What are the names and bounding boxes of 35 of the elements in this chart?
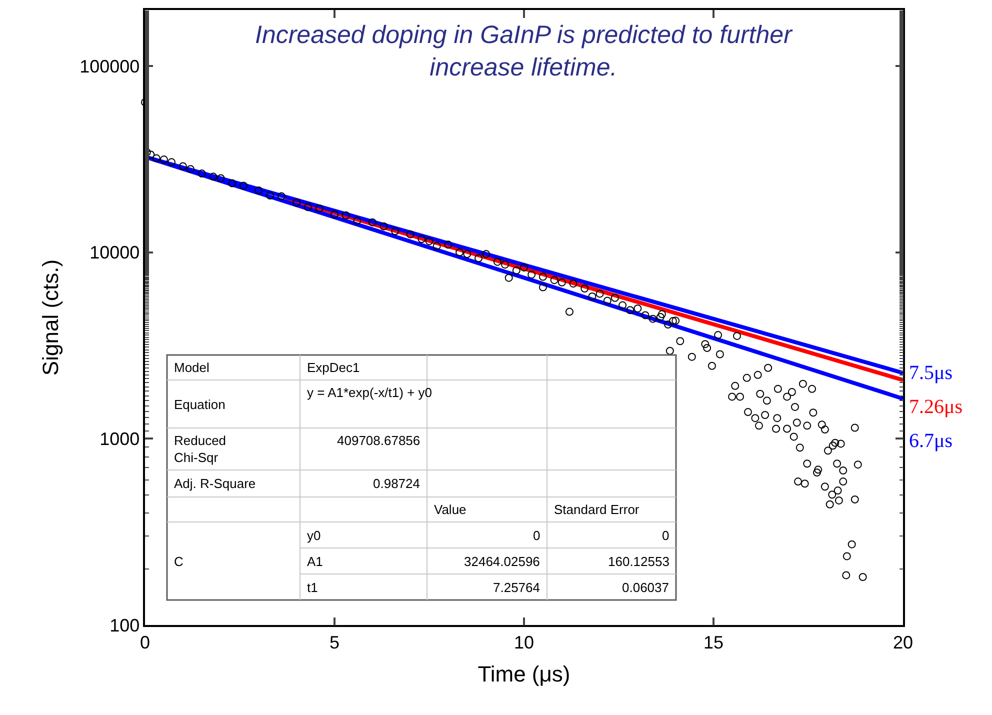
annotation: y = A1*exp(-x/t1) + y0 <box>307 385 432 400</box>
y-tick-label: 1000 <box>100 428 140 449</box>
annotation: Model <box>174 360 210 375</box>
annotation: 0 <box>533 528 540 543</box>
annotation: 32464.02596 <box>464 554 540 569</box>
x-tick-label: 20 <box>892 632 914 652</box>
series-label: 7.26μs <box>909 396 963 418</box>
annotation: Equation <box>174 397 226 412</box>
annotation: y0 <box>307 528 321 543</box>
x-tick-label: 0 <box>140 632 150 652</box>
x-tick-label: 15 <box>703 632 724 652</box>
annotation: 0 <box>662 528 670 543</box>
annotation: 7.25764 <box>493 580 540 595</box>
x-tick-label: 5 <box>329 632 340 652</box>
series-label: 6.7μs <box>909 430 953 452</box>
annotation: 0.06037 <box>622 580 669 595</box>
y-tick-label: 100 <box>110 615 140 636</box>
y-tick-label: 10000 <box>90 242 140 263</box>
annotation: Reduced Chi-Sqr <box>174 433 226 465</box>
y-axis-title: Signal (cts.) <box>38 259 63 376</box>
annotation: Adj. R-Square <box>174 476 256 491</box>
y-tick-label: 100000 <box>80 56 140 76</box>
text: Increased doping in GaInP is predicted to further increase lifetime. <box>255 21 794 82</box>
annotation: A1 <box>307 554 323 569</box>
annotation: Standard Error <box>554 502 640 517</box>
annotation: ExpDec1 <box>307 360 360 375</box>
x-tick-label: 10 <box>514 632 534 652</box>
annotation: 409708.67856 <box>337 433 420 448</box>
annotation: t1 <box>307 580 318 595</box>
annotation: Value <box>434 502 466 517</box>
annotation: 160.12553 <box>608 554 670 569</box>
annotation: C <box>174 554 184 569</box>
annotation: 0.98724 <box>373 476 420 491</box>
series-label: 7.5μs <box>909 362 953 384</box>
x-axis-title: Time (μs) <box>478 662 570 687</box>
